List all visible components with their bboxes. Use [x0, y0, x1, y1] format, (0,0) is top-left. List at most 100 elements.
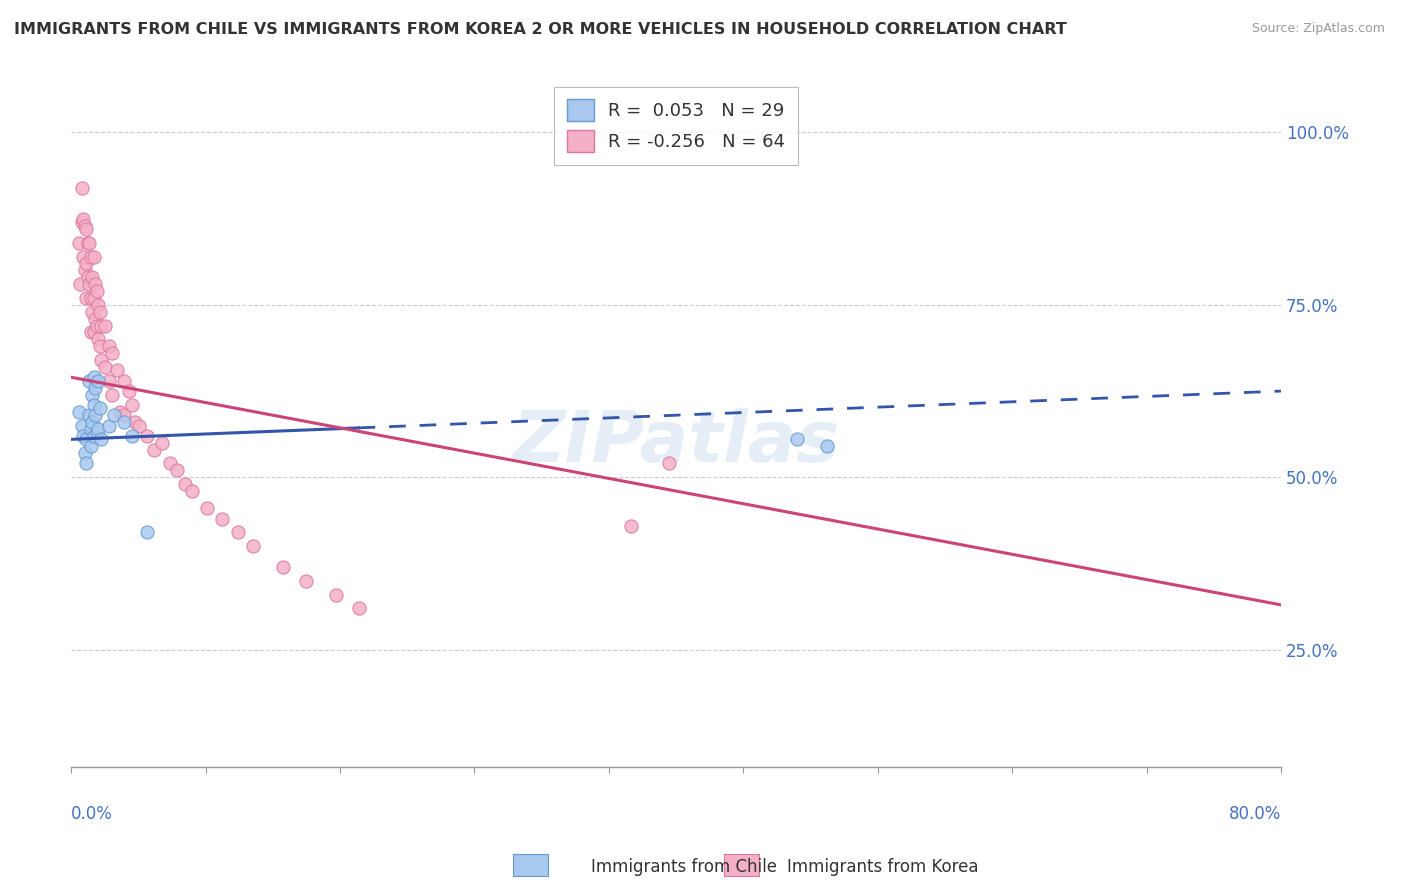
Point [112, 415, 135, 429]
Point [98, 418, 121, 433]
Point [82, 270, 104, 285]
Point [73, 263, 96, 277]
Point [87, 298, 110, 312]
Point [325, 588, 347, 602]
Point [80, 422, 103, 436]
Point [89, 401, 111, 416]
Point [89, 305, 111, 319]
Point [195, 501, 218, 516]
Text: Immigrants from Korea: Immigrants from Korea [787, 858, 979, 876]
Point [166, 463, 188, 477]
Point [159, 457, 181, 471]
Text: 80.0%: 80.0% [1229, 805, 1281, 822]
Point [112, 374, 135, 388]
Point [83, 250, 105, 264]
Point [72, 211, 94, 226]
Point [294, 574, 316, 588]
Point [73, 219, 96, 233]
Point [83, 398, 105, 412]
Text: ZIPatlas: ZIPatlas [512, 408, 839, 477]
Point [121, 429, 143, 443]
Point [93, 318, 115, 333]
Point [135, 525, 157, 540]
Point [84, 381, 107, 395]
Point [84, 311, 107, 326]
Point [83, 429, 105, 443]
Point [69, 277, 91, 292]
Point [108, 405, 131, 419]
Point [75, 291, 97, 305]
Point [347, 601, 370, 615]
Point [226, 525, 249, 540]
Point [86, 318, 108, 333]
Point [657, 457, 679, 471]
Point [72, 250, 94, 264]
Point [271, 560, 294, 574]
Point [84, 277, 107, 292]
Point [76, 235, 98, 250]
Point [112, 408, 135, 422]
Point [82, 305, 104, 319]
Point [128, 418, 150, 433]
Point [80, 326, 103, 340]
Point [101, 346, 124, 360]
Point [72, 429, 94, 443]
Point [620, 518, 643, 533]
Point [103, 408, 125, 422]
Point [105, 363, 128, 377]
Point [211, 511, 233, 525]
Point [83, 370, 105, 384]
Point [83, 326, 105, 340]
Point [118, 384, 141, 398]
Point [150, 435, 173, 450]
Point [80, 439, 103, 453]
Text: IMMIGRANTS FROM CHILE VS IMMIGRANTS FROM KOREA 2 OR MORE VEHICLES IN HOUSEHOLD C: IMMIGRANTS FROM CHILE VS IMMIGRANTS FROM… [14, 22, 1067, 37]
Point [101, 387, 124, 401]
Point [82, 415, 104, 429]
Point [87, 332, 110, 346]
Text: 0.0%: 0.0% [72, 805, 112, 822]
Point [87, 422, 110, 436]
Point [70, 180, 93, 194]
Point [70, 418, 93, 433]
Point [86, 284, 108, 298]
Point [86, 425, 108, 440]
Point [73, 446, 96, 460]
Point [82, 387, 104, 401]
Point [80, 291, 103, 305]
Point [79, 408, 101, 422]
Point [181, 484, 204, 499]
Point [143, 442, 166, 457]
Text: Source: ZipAtlas.com: Source: ZipAtlas.com [1251, 22, 1385, 36]
Point [173, 477, 195, 491]
Point [90, 433, 112, 447]
Point [786, 433, 808, 447]
Point [67, 405, 90, 419]
Point [75, 256, 97, 270]
Point [815, 439, 838, 453]
Point [79, 235, 101, 250]
Point [98, 374, 121, 388]
Point [75, 222, 97, 236]
Legend: R =  0.053   N = 29, R = -0.256   N = 64: R = 0.053 N = 29, R = -0.256 N = 64 [554, 87, 799, 165]
Point [70, 215, 93, 229]
Point [75, 433, 97, 447]
Point [98, 339, 121, 353]
Text: Immigrants from Chile: Immigrants from Chile [591, 858, 776, 876]
Point [67, 235, 90, 250]
Point [89, 339, 111, 353]
Point [79, 374, 101, 388]
Point [79, 277, 101, 292]
Point [90, 353, 112, 368]
Point [76, 270, 98, 285]
Point [242, 539, 264, 553]
Point [124, 415, 146, 429]
Point [87, 374, 110, 388]
Point [90, 318, 112, 333]
Point [80, 250, 103, 264]
Point [84, 408, 107, 422]
Point [121, 398, 143, 412]
Point [93, 359, 115, 374]
Point [135, 429, 157, 443]
Point [75, 457, 97, 471]
